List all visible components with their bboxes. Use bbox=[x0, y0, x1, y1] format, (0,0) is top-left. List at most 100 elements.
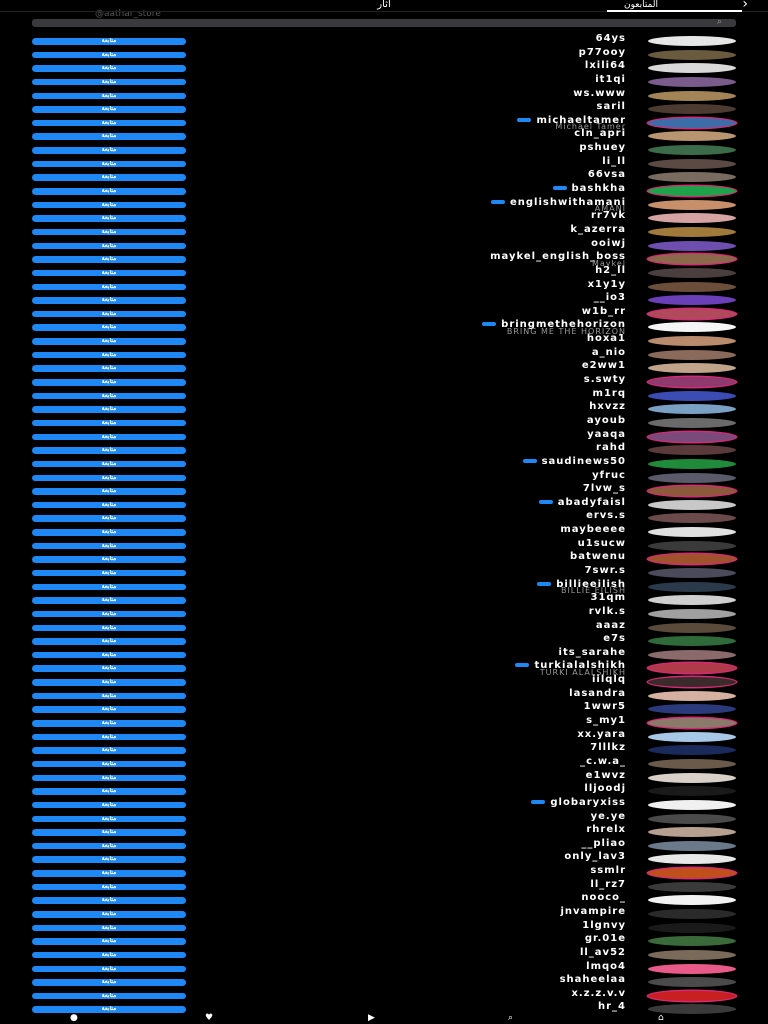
avatar[interactable] bbox=[648, 145, 736, 156]
avatar[interactable] bbox=[648, 267, 736, 278]
list-item[interactable]: متابعة iilqlq bbox=[0, 675, 768, 690]
avatar[interactable] bbox=[648, 90, 736, 101]
follow-button[interactable]: متابعة bbox=[32, 529, 186, 536]
list-item[interactable]: متابعة michaeltamer Michael Tamer bbox=[0, 115, 768, 131]
list-item[interactable]: متابعة yaaqa bbox=[0, 429, 768, 445]
follow-button[interactable]: متابعة bbox=[32, 911, 186, 918]
avatar[interactable] bbox=[648, 745, 736, 756]
avatar[interactable] bbox=[648, 377, 736, 388]
avatar[interactable] bbox=[648, 636, 736, 647]
follow-button[interactable]: متابعة bbox=[32, 242, 186, 250]
list-item[interactable]: متابعة yfruc bbox=[0, 470, 768, 486]
list-item[interactable]: متابعة m1rq bbox=[0, 388, 768, 404]
list-item[interactable]: متابعة ooiwj bbox=[0, 238, 768, 254]
avatar[interactable] bbox=[648, 322, 736, 333]
avatar[interactable] bbox=[648, 336, 736, 347]
list-item[interactable]: متابعة x.z.z.v.v bbox=[0, 988, 768, 1004]
follow-button[interactable]: متابعة bbox=[32, 160, 186, 168]
profile-icon[interactable]: ● bbox=[70, 1013, 78, 1023]
avatar[interactable] bbox=[648, 622, 736, 633]
follow-button[interactable]: متابعة bbox=[32, 447, 186, 454]
avatar[interactable] bbox=[648, 677, 736, 688]
avatar[interactable] bbox=[648, 49, 736, 60]
follow-button[interactable]: متابعة bbox=[32, 406, 186, 413]
list-item[interactable]: متابعة hoxa1 bbox=[0, 334, 768, 349]
avatar[interactable] bbox=[648, 567, 736, 578]
follow-button[interactable]: متابعة bbox=[32, 760, 186, 768]
follow-button[interactable]: متابعة bbox=[32, 692, 186, 700]
avatar[interactable] bbox=[648, 172, 736, 183]
avatar[interactable] bbox=[648, 772, 736, 783]
avatar[interactable] bbox=[648, 881, 736, 892]
avatar[interactable] bbox=[648, 36, 736, 46]
follow-button[interactable]: متابعة bbox=[32, 228, 186, 236]
list-item[interactable]: متابعة maybeeee bbox=[0, 525, 768, 540]
avatar[interactable] bbox=[648, 963, 736, 974]
follow-button[interactable]: متابعة bbox=[32, 147, 186, 154]
list-item[interactable]: متابعة lmqo4 bbox=[0, 961, 768, 977]
avatar[interactable] bbox=[648, 281, 736, 292]
follow-button[interactable]: متابعة bbox=[32, 951, 186, 959]
follow-button[interactable]: متابعة bbox=[32, 747, 186, 754]
list-item[interactable]: متابعة li_ll bbox=[0, 156, 768, 172]
avatar[interactable] bbox=[648, 254, 736, 265]
avatar[interactable] bbox=[648, 813, 736, 824]
avatar[interactable] bbox=[648, 499, 736, 510]
avatar[interactable] bbox=[648, 104, 736, 115]
avatar[interactable] bbox=[648, 936, 736, 947]
list-item[interactable]: متابعة rhrelx bbox=[0, 825, 768, 840]
follow-button[interactable]: متابعة bbox=[32, 979, 186, 986]
follow-button[interactable]: متابعة bbox=[32, 774, 186, 782]
list-item[interactable]: متابعة rr7vk bbox=[0, 211, 768, 226]
follow-button[interactable]: متابعة bbox=[32, 733, 186, 741]
avatar[interactable] bbox=[648, 895, 736, 906]
list-item[interactable]: متابعة pshuey bbox=[0, 143, 768, 158]
follow-button[interactable]: متابعة bbox=[32, 269, 186, 277]
list-item[interactable]: متابعة globaryxiss bbox=[0, 797, 768, 813]
follow-button[interactable]: متابعة bbox=[32, 392, 186, 400]
follow-button[interactable]: متابعة bbox=[32, 883, 186, 891]
list-item[interactable]: متابعة saril bbox=[0, 102, 768, 117]
search-input[interactable] bbox=[32, 19, 736, 27]
home-icon[interactable]: ⌂ bbox=[658, 1013, 664, 1023]
list-item[interactable]: متابعة maykel_english_boss Maykel bbox=[0, 252, 768, 267]
list-item[interactable]: متابعة ye.ye bbox=[0, 811, 768, 827]
list-item[interactable]: متابعة bringmethehorizon BRING ME THE HORI… bbox=[0, 320, 768, 335]
follow-button[interactable]: متابعة bbox=[32, 597, 186, 604]
avatar[interactable] bbox=[648, 990, 736, 1001]
follow-button[interactable]: متابعة bbox=[32, 679, 186, 686]
follow-button[interactable]: متابعة bbox=[32, 310, 186, 318]
follow-button[interactable]: متابعة bbox=[32, 1006, 186, 1013]
avatar[interactable] bbox=[648, 486, 736, 497]
follow-button[interactable]: متابعة bbox=[32, 938, 186, 945]
avatar[interactable] bbox=[648, 76, 736, 87]
chevron-right-icon[interactable]: › bbox=[742, 0, 748, 12]
list-item[interactable]: متابعة h2_ll bbox=[0, 265, 768, 281]
follow-button[interactable]: متابعة bbox=[32, 583, 186, 591]
list-item[interactable]: متابعة 1lgnvy bbox=[0, 920, 768, 936]
list-item[interactable]: متابعة gr.01e bbox=[0, 934, 768, 949]
list-item[interactable]: متابعة it1qi bbox=[0, 74, 768, 90]
avatar[interactable] bbox=[648, 595, 736, 606]
list-item[interactable]: متابعة bashkha bbox=[0, 184, 768, 199]
avatar[interactable] bbox=[648, 226, 736, 237]
avatar[interactable] bbox=[648, 1004, 736, 1015]
follow-button[interactable]: متابعة bbox=[32, 365, 186, 372]
follow-button[interactable]: متابعة bbox=[32, 65, 186, 72]
avatar[interactable] bbox=[648, 308, 736, 319]
list-item[interactable]: متابعة turkialalshikh TURKI ALALSHIKH bbox=[0, 661, 768, 676]
follow-button[interactable]: متابعة bbox=[32, 610, 186, 618]
follow-button[interactable]: متابعة bbox=[32, 324, 186, 331]
follow-button[interactable]: متابعة bbox=[32, 624, 186, 632]
avatar[interactable] bbox=[648, 513, 736, 524]
avatar[interactable] bbox=[648, 404, 736, 415]
follow-button[interactable]: متابعة bbox=[32, 188, 186, 195]
list-item[interactable]: متابعة shaheelaa bbox=[0, 975, 768, 990]
avatar[interactable] bbox=[648, 977, 736, 988]
follow-button[interactable]: متابعة bbox=[32, 720, 186, 727]
avatar[interactable] bbox=[648, 554, 736, 565]
follow-button[interactable]: متابعة bbox=[32, 542, 186, 550]
list-item[interactable]: متابعة u1sucw bbox=[0, 538, 768, 554]
avatar[interactable] bbox=[648, 949, 736, 960]
avatar[interactable] bbox=[648, 417, 736, 428]
